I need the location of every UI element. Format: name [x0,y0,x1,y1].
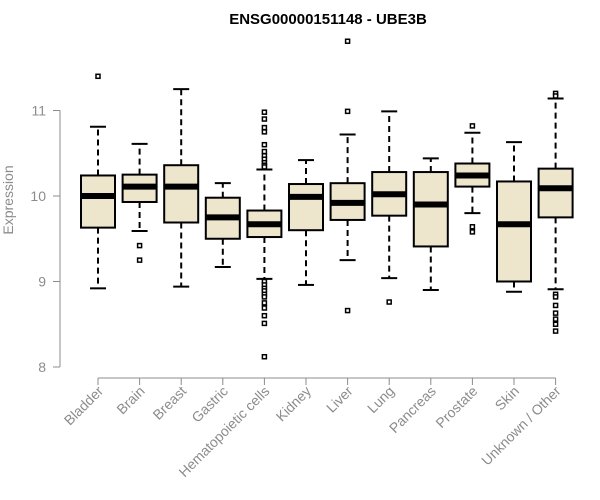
box-body [412,171,449,248]
outlier-point [552,316,559,322]
y-tick-label: 9 [38,274,46,290]
outlier-point [552,321,559,327]
outlier-point [136,242,143,249]
outlier-point [552,93,559,99]
box-kidney [288,159,324,286]
y-tick-label: 11 [31,103,46,119]
box-bladder [80,73,116,290]
chart-title: ENSG00000151148 - UBE3B [229,11,427,28]
outlier-point [261,320,268,327]
outlier-point [261,129,268,135]
outlier-point [261,312,268,319]
box-brain [121,142,158,263]
outlier-point [344,307,351,314]
box-body [496,180,532,283]
boxes-group [80,38,574,360]
outlier-point [344,108,351,115]
box-body [80,174,116,229]
outlier-point [261,116,268,122]
box-body [288,183,324,232]
outlier-point [261,300,268,306]
outlier-point [261,141,268,148]
x-tick-label: Skin [492,383,523,414]
box-body [537,167,574,219]
outlier-point [261,124,268,131]
outlier-point [136,257,143,263]
outlier-point [552,310,559,316]
outlier-point [261,109,268,115]
outlier-point [469,224,476,230]
box-unknown-other [537,90,574,334]
box-body [163,164,200,224]
box-liver [329,38,366,314]
outlier-point [95,73,101,80]
y-tick-label: 8 [38,359,46,375]
outlier-point [552,294,559,300]
x-tick-label: Prostate [432,383,480,431]
outlier-point [261,305,268,311]
box-breast [163,88,200,288]
x-tick-label: Kidney [273,383,315,425]
outlier-point [261,294,268,300]
outlier-point [261,353,268,360]
outlier-point [261,148,268,155]
x-tick-label: Unknown / Other [478,383,564,469]
box-hematopoietic-cells [246,109,283,360]
outlier-point [469,123,476,129]
outlier-point [261,164,268,170]
box-prostate [454,123,491,235]
y-axis-label: Expression [0,165,16,234]
box-skin [496,141,532,293]
x-tick-label: Breast [149,383,189,423]
x-tick-label: Liver [323,383,356,416]
outlier-point [386,299,392,305]
x-tick-label: Brain [113,383,147,417]
x-tick-label: Lung [364,383,397,416]
outlier-point [552,328,559,334]
box-pancreas [412,157,449,292]
box-lung [371,110,408,305]
y-axis: 8 9 10 11 [30,103,61,375]
outlier-point [344,38,351,44]
y-tick-label: 10 [30,188,46,204]
outlier-point [552,302,559,309]
outlier-point [469,229,476,235]
x-tick-label: Bladder [61,383,107,429]
box-gastric [204,182,241,268]
